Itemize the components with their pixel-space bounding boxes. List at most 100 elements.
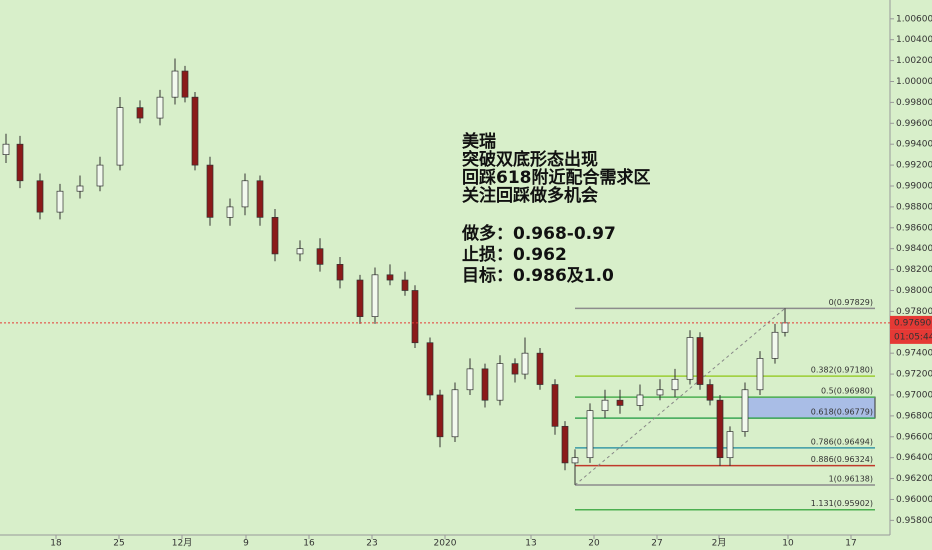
candle-body [116, 107, 124, 166]
candle-body [741, 389, 749, 432]
y-tick-label: 1.00400 [896, 35, 932, 45]
y-tick-label: 0.97400 [896, 349, 932, 359]
fib-label: 0(0.97829) [829, 298, 873, 307]
annotation-line: 目标：0.986及1.0 [462, 265, 614, 286]
annotation-line: 美瑞 [462, 131, 496, 152]
x-tick-label: 25 [113, 539, 124, 549]
candle-body [586, 410, 594, 459]
candle-body [536, 352, 544, 385]
y-tick-label: 0.96200 [896, 474, 932, 484]
x-tick-label: 9 [243, 539, 249, 549]
candle-body [156, 96, 164, 119]
candle-body [706, 384, 714, 401]
y-tick-label: 0.98200 [896, 265, 932, 275]
candle-body [136, 107, 144, 119]
fib-label: 1(0.96138) [829, 475, 873, 484]
x-tick-label: 10 [782, 539, 794, 549]
candle-body [481, 368, 489, 401]
y-tick-label: 0.96600 [896, 432, 932, 442]
candle-body [96, 164, 104, 187]
x-tick-label: 20 [588, 539, 600, 549]
fib-label: 1.131(0.95902) [811, 499, 873, 508]
y-tick-label: 0.96400 [896, 453, 932, 463]
candle-body [511, 363, 519, 375]
y-tick-label: 0.97200 [896, 370, 932, 380]
annotation-line: 关注回踩做多机会 [462, 185, 598, 206]
candle-body [16, 143, 24, 182]
y-tick-label: 0.98600 [896, 223, 932, 233]
candle-body [521, 352, 529, 375]
annotation-line: 回踩618附近配合需求区 [462, 167, 651, 188]
candle-body [401, 279, 409, 291]
y-tick-label: 1.00000 [896, 77, 932, 87]
candle-body [426, 342, 434, 396]
x-tick-label: 27 [651, 539, 662, 549]
y-tick-label: 1.00600 [896, 14, 932, 24]
candle-body [551, 384, 559, 427]
x-tick-label: 2020 [434, 539, 457, 549]
y-tick-label: 0.99800 [896, 98, 932, 108]
candle-body [206, 164, 214, 218]
y-tick-label: 1.00200 [896, 56, 932, 66]
candle-body [436, 394, 444, 438]
candle-body [726, 431, 734, 459]
candle-body [636, 394, 644, 406]
countdown-tag [890, 329, 932, 344]
candle-body [76, 185, 84, 192]
x-tick-label: 18 [50, 539, 62, 549]
last-price-tag [890, 315, 932, 330]
candle-body [616, 399, 624, 406]
y-tick-label: 0.99600 [896, 119, 932, 129]
candle-body [451, 389, 459, 438]
annotation-line: 突破双底形态出现 [462, 149, 598, 170]
fib-label: 0.382(0.97180) [811, 366, 873, 375]
candle-body [601, 399, 609, 412]
fib-trend-line [574, 307, 786, 486]
candle-body [191, 96, 199, 166]
x-tick-label: 12月 [172, 538, 192, 549]
candle-body [781, 322, 789, 333]
candle-body [316, 248, 324, 265]
candle-body [756, 358, 764, 391]
annotation-line: 止损：0.962 [462, 244, 567, 265]
candle-body [336, 264, 344, 281]
y-tick-label: 0.96000 [896, 495, 932, 505]
candle-body [296, 248, 304, 255]
fib-label: 0.618(0.96779) [811, 408, 873, 417]
candle-body [241, 180, 249, 208]
candle-body [771, 331, 779, 359]
candle-body [696, 337, 704, 385]
candle-body [2, 143, 10, 155]
candle-body [411, 290, 419, 344]
y-tick-label: 0.98800 [896, 202, 932, 212]
candle-body [466, 368, 474, 391]
y-tick-label: 0.97000 [896, 390, 932, 400]
x-tick-label: 2月 [712, 538, 727, 549]
candle-body [686, 337, 694, 380]
y-tick-label: 0.97800 [896, 307, 932, 317]
fib-label: 0.786(0.96494) [811, 437, 873, 446]
candle-body [656, 389, 664, 396]
y-tick-label: 0.95800 [896, 516, 932, 526]
x-tick-label: 16 [303, 539, 315, 549]
y-tick-label: 0.98000 [896, 286, 932, 296]
y-tick-label: 0.99000 [896, 181, 932, 191]
candle-body [496, 363, 504, 401]
annotation-line: 做多：0.968-0.97 [461, 223, 616, 244]
y-tick-label: 0.99400 [896, 140, 932, 150]
candle-body [36, 180, 44, 213]
candle-body [716, 399, 724, 459]
x-tick-label: 13 [525, 539, 536, 549]
y-tick-label: 0.99200 [896, 161, 932, 171]
countdown: 01:05:44 [894, 332, 932, 342]
candle-body [671, 378, 679, 391]
candle-body [561, 425, 569, 464]
candle-body [356, 279, 364, 317]
x-tick-label: 17 [845, 539, 856, 549]
candle-body [256, 180, 264, 218]
candle-body [226, 206, 234, 218]
candle-body [386, 274, 394, 281]
y-tick-label: 0.96800 [896, 411, 932, 421]
